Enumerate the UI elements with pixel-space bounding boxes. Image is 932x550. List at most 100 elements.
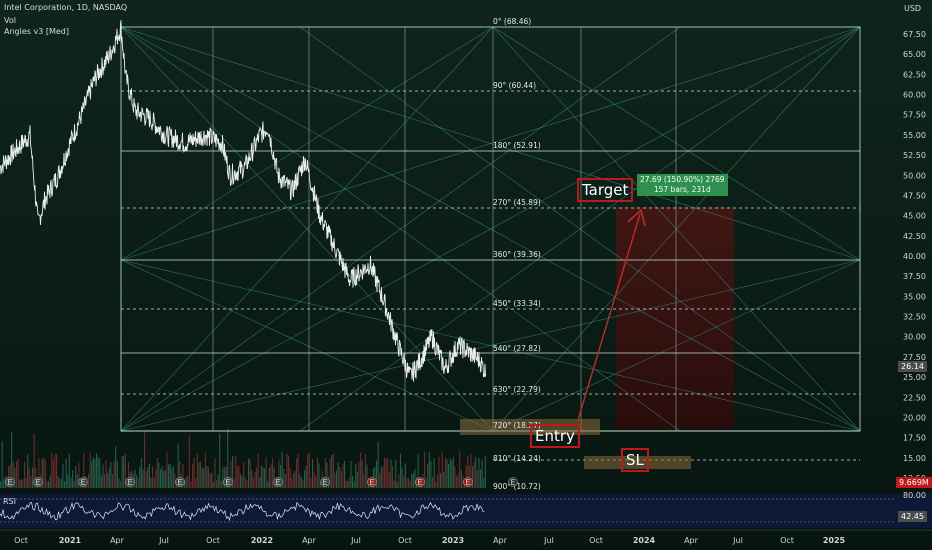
volume-bar — [320, 481, 322, 488]
volume-bar — [83, 452, 85, 488]
measure-box[interactable]: 27.69 (150.90%) 2769 157 bars, 231d — [637, 174, 728, 196]
volume-bar — [435, 481, 437, 488]
volume-bar — [54, 454, 56, 488]
volume-bar — [259, 477, 261, 488]
volume-bar — [304, 470, 306, 488]
volume-bar — [137, 478, 139, 488]
volume-bar — [136, 475, 138, 488]
target-label[interactable]: Target — [577, 178, 634, 202]
volume-bar — [163, 470, 165, 488]
volume-bar — [460, 470, 462, 488]
volume-bar — [379, 473, 381, 488]
volume-bar — [440, 473, 442, 488]
indicator-legend[interactable]: Angles v3 [Med] — [4, 27, 69, 36]
angle-label: 720° (18.27) — [493, 421, 541, 430]
price-tick: 15.00 — [903, 454, 926, 463]
price-tick: 17.50 — [903, 434, 926, 443]
volume-bar — [104, 473, 106, 488]
volume-bar — [339, 466, 341, 488]
volume-bar — [110, 461, 112, 488]
volume-bar — [392, 465, 394, 488]
volume-legend[interactable]: Vol — [4, 16, 16, 25]
volume-bar — [107, 472, 109, 488]
volume-bar — [360, 452, 362, 488]
volume-bar — [400, 453, 402, 488]
volume-bar — [190, 481, 192, 488]
earnings-letter: E — [225, 478, 230, 487]
volume-bar — [43, 457, 45, 488]
angle-line — [120, 259, 494, 432]
price-series — [0, 20, 486, 382]
volume-bar — [200, 461, 202, 488]
rsi-legend[interactable]: RSI — [3, 497, 16, 506]
volume-bar — [124, 454, 126, 488]
volume-bar — [436, 475, 438, 488]
volume-bar — [408, 478, 410, 488]
volume-bar — [155, 469, 157, 488]
price-tick: 42.50 — [903, 232, 926, 241]
volume-bar — [192, 464, 194, 488]
earnings-letter: E — [322, 478, 327, 487]
volume-bar — [14, 467, 16, 488]
volume-bar — [33, 433, 35, 488]
volume-bar — [60, 478, 62, 488]
time-axis: Oct 2021 Apr Jul Oct 2022 Apr Jul Oct 2023 Apr Jul O… — [14, 536, 845, 545]
volume-bar — [230, 461, 232, 488]
time-tick: Jul — [732, 536, 743, 545]
volume-bar — [65, 458, 67, 488]
volume-bar — [308, 452, 310, 488]
measure-line-1: 27.69 (150.90%) 2769 — [640, 175, 725, 184]
price-tick: 30.00 — [903, 333, 926, 342]
price-tick: 47.50 — [903, 191, 926, 200]
volume-bar — [244, 477, 246, 488]
volume-bar — [44, 459, 46, 488]
symbol-title[interactable]: Intel Corporation, 1D, NASDAQ — [4, 3, 128, 12]
volume-bar — [156, 458, 158, 488]
volume-bar — [403, 475, 405, 488]
price-tick: 57.50 — [903, 111, 926, 120]
volume-bar — [168, 464, 170, 488]
volume-bar — [88, 473, 90, 488]
volume-bar — [318, 463, 320, 488]
volume-bar — [38, 458, 40, 488]
volume-bar — [329, 458, 331, 488]
volume-bar — [286, 453, 288, 488]
earnings-letter: E — [177, 478, 182, 487]
volume-bar — [363, 473, 365, 488]
volume-bar — [468, 465, 470, 488]
angle-label: 900° (10.72) — [493, 482, 541, 491]
volume-bar — [377, 441, 379, 488]
volume-bar — [220, 480, 222, 488]
volume-bar — [206, 465, 208, 488]
volume-bar — [353, 480, 355, 488]
time-tick: Jul — [543, 536, 554, 545]
volume-bar — [470, 453, 472, 488]
volume-bar — [148, 463, 150, 488]
volume-bar — [16, 460, 18, 488]
volume-bar — [209, 473, 211, 488]
volume-bar — [310, 478, 312, 488]
volume-bar — [144, 432, 146, 488]
volume-bar — [243, 462, 245, 488]
volume-bar — [480, 468, 482, 488]
volume-bar — [289, 468, 291, 488]
volume-bar — [235, 455, 237, 488]
volume-bar — [139, 466, 141, 488]
volume-bar — [257, 453, 259, 488]
angle-line — [120, 26, 861, 432]
volume-bar — [260, 465, 262, 488]
entry-label[interactable]: Entry — [530, 424, 580, 448]
volume-bar — [345, 480, 347, 488]
volume-bar — [281, 452, 283, 488]
volume-bar — [332, 454, 334, 488]
sl-label[interactable]: SL — [621, 448, 649, 472]
volume-bar — [172, 466, 174, 488]
earnings-letter: E — [80, 478, 85, 487]
volume-bar — [267, 481, 269, 488]
volume-bar — [92, 457, 94, 488]
volume-bar — [395, 459, 397, 488]
volume-bar — [350, 460, 352, 488]
volume-bar — [268, 467, 270, 488]
